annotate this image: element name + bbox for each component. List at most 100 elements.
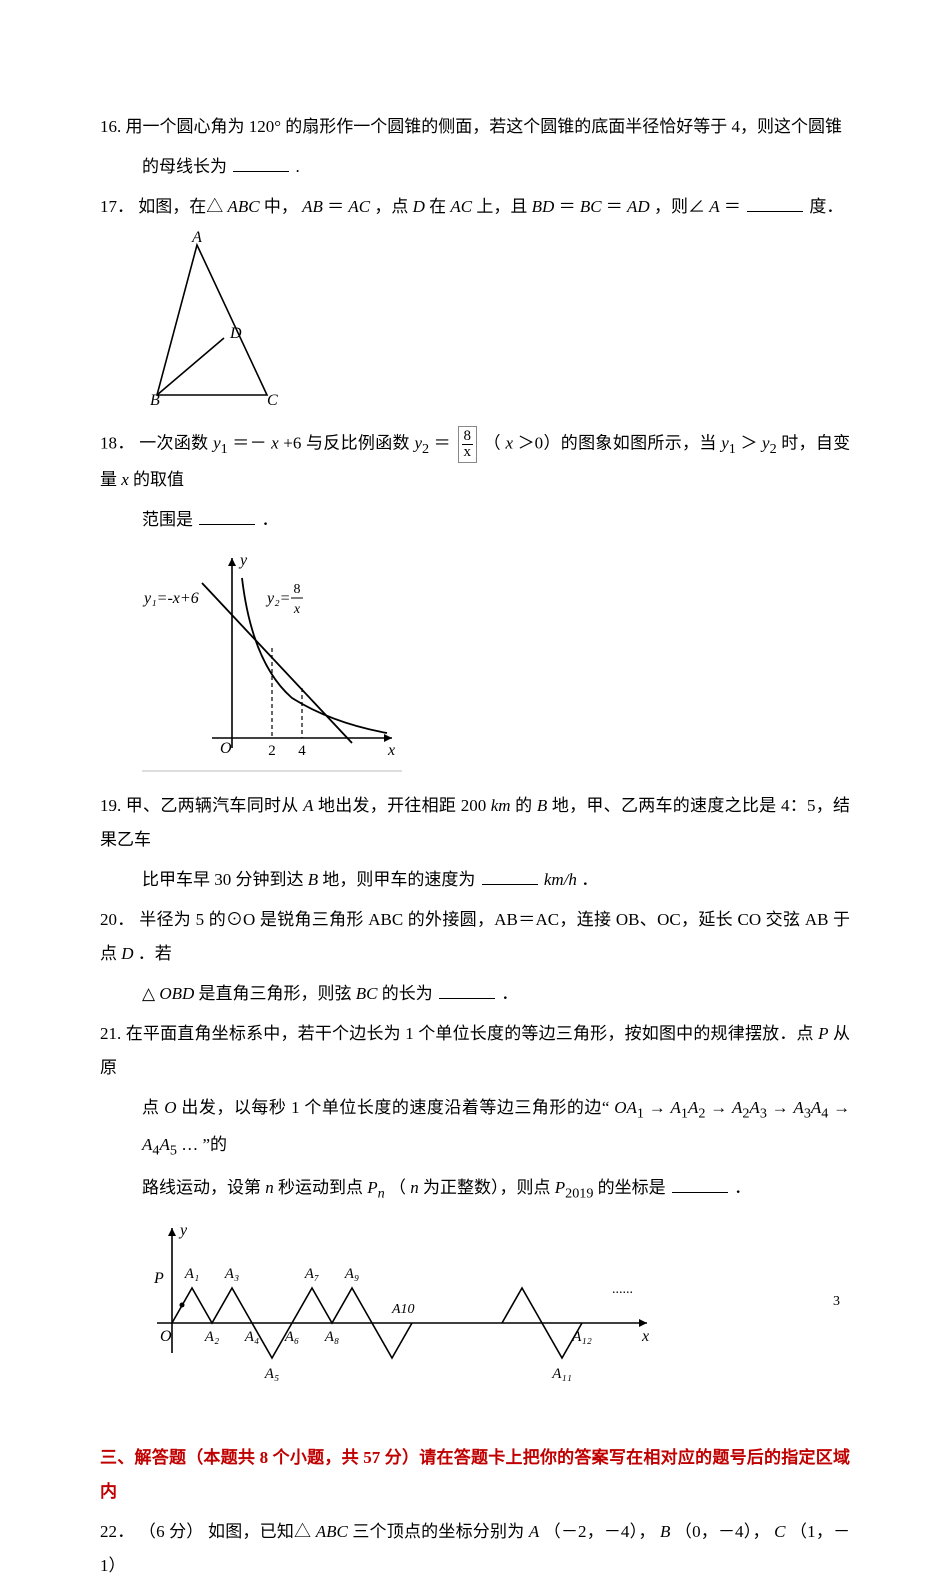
q22-coordA: （－2，－4），: [544, 1522, 656, 1541]
q21-text-j: 的坐标是: [598, 1178, 666, 1197]
question-20-line2: △ OBD 是直角三角形，则弦 BC 的长为 ．: [100, 977, 850, 1011]
xtick-4: 4: [298, 743, 306, 759]
q18-y2b: y: [762, 433, 770, 452]
q17-text-e: 上，且: [476, 197, 531, 216]
q17-text-b: 中，: [264, 197, 298, 216]
q18-text-e: 范围是: [142, 510, 193, 529]
q18-frac-num: 8: [462, 429, 474, 445]
question-21-line2: 点 O 出发，以每秒 1 个单位长度的速度沿着等边三角形的边“ OA1 → A1…: [100, 1091, 850, 1164]
q16-blank: [233, 152, 289, 172]
q19-number: 19.: [100, 796, 121, 815]
q21-dots: …: [181, 1135, 198, 1154]
q21-text-d: 出发，以每秒 1 个单位长度的速度沿着等边三角形的边“: [181, 1098, 609, 1117]
q21-n2: n: [410, 1178, 419, 1197]
question-16: 16. 用一个圆心角为 120° 的扇形作一个圆锥的侧面，若这个圆锥的底面半径恰…: [100, 110, 850, 144]
q18-gt0: ＞0）的图象如图所示，当: [518, 433, 722, 452]
q18-x: x: [271, 433, 279, 452]
q18-x3: x: [121, 470, 129, 489]
question-17: 17． 如图，在△ ABC 中， AB ＝ AC ，点 D 在 AC 上，且 B…: [100, 190, 850, 224]
curve-label-a: y₂=: [265, 590, 290, 607]
P-label: P: [153, 1270, 164, 1287]
q16-number: 16.: [100, 117, 121, 136]
q17-AD: AD: [627, 197, 650, 216]
label-A1: A₁: [184, 1266, 199, 1282]
q18-text-a: 一次函数: [139, 433, 213, 452]
q21-sub2019: 2019: [565, 1185, 593, 1201]
q19-text-f: 地，则甲车的速度为: [322, 870, 475, 889]
q21-blank: [672, 1173, 728, 1193]
q20-text-b: ．若: [138, 944, 172, 963]
q21-arr3: →: [772, 1098, 789, 1117]
q18-period: ．: [262, 510, 279, 529]
q21-Pn: P: [367, 1178, 377, 1197]
q18-blank: [199, 505, 255, 525]
q22-ABC: ABC: [316, 1522, 348, 1541]
label-A6: A₆: [284, 1329, 299, 1345]
q21-period: ．: [734, 1178, 751, 1197]
q17-text-c: ，点: [374, 197, 412, 216]
q22-coordB: （0，－4），: [675, 1522, 770, 1541]
q17-eq1: ＝: [327, 197, 344, 216]
q21-arr4: →: [833, 1098, 850, 1117]
q18-text-d: 的取值: [133, 470, 184, 489]
q22-A: A: [529, 1522, 539, 1541]
q20-D: D: [121, 944, 133, 963]
q21-text-i: 为正整数），则点: [423, 1178, 555, 1197]
label-A8: A₈: [324, 1329, 339, 1345]
triangle-diagram-icon: A B C D: [142, 230, 282, 410]
ellipsis: ......: [612, 1282, 633, 1297]
x-axis-label-21: x: [641, 1328, 649, 1345]
q18-sub2b: 2: [770, 441, 777, 457]
label-A3: A₃: [224, 1266, 239, 1282]
question-19: 19. 甲、乙两辆汽车同时从 A 地出发，开往相距 200 km 的 B 地，甲…: [100, 789, 850, 857]
q21-text-c: 点: [142, 1098, 164, 1117]
label-D: D: [229, 325, 242, 342]
q20-text-d: 是直角三角形，则弦: [199, 984, 356, 1003]
q18-figure: y₁=-x+6 y₂= 8 x O 2 4 x y: [142, 543, 850, 785]
q17-AB: AB: [302, 197, 323, 216]
q22-B: B: [660, 1522, 670, 1541]
question-18-line2: 范围是 ．: [100, 503, 850, 537]
q21-text-g: 秒运动到点: [278, 1178, 367, 1197]
section-3-title: 三、解答题（本题共 8 个小题，共 57 分）请在答题卡上把你的答案写在相对应的…: [100, 1441, 850, 1509]
q19-text-c: 的: [515, 796, 537, 815]
q22-C: C: [774, 1522, 785, 1541]
q21-arr2: →: [710, 1098, 727, 1117]
q17-number: 17．: [100, 197, 134, 216]
q20-BC: BC: [356, 984, 378, 1003]
q18-sub2: 2: [422, 441, 429, 457]
label-A7: A₇: [304, 1266, 319, 1282]
q17-blank: [747, 192, 803, 212]
q19-unit: km/h: [544, 870, 577, 889]
x-axis-label: x: [387, 742, 395, 759]
curve-frac-den: x: [293, 602, 301, 617]
q17-eq3: ＝: [606, 197, 623, 216]
q22-text-b: 三个顶点的坐标分别为: [352, 1522, 529, 1541]
q17-text-a: 如图，在△: [138, 197, 223, 216]
q21-s1: 1: [637, 1106, 644, 1122]
q19-A: A: [303, 796, 313, 815]
question-19-line2: 比甲车早 30 分钟到达 B 地，则甲车的速度为 km/h ．: [100, 863, 850, 897]
label-A4: A₄: [244, 1329, 259, 1345]
q20-number: 20．: [100, 910, 135, 929]
q18-y1: y: [213, 433, 221, 452]
q19-text-e: 比甲车早 30 分钟到达: [142, 870, 308, 889]
q21-O: O: [164, 1098, 176, 1117]
q18-eq1: ＝－: [232, 433, 266, 452]
label-A5: A₅: [264, 1366, 279, 1382]
label-A2: A₂: [204, 1329, 219, 1345]
q18-text-b: （: [484, 433, 501, 452]
q18-x2: x: [506, 433, 514, 452]
q17-AC: AC: [348, 197, 370, 216]
label-A10: A10: [391, 1302, 415, 1317]
question-21-line3: 路线运动，设第 n 秒运动到点 Pn （ n 为正整数），则点 P2019 的坐…: [100, 1171, 850, 1208]
q20-text-e: 的长为: [382, 984, 433, 1003]
q17-A: A: [709, 197, 719, 216]
q18-fraction: 8 x: [458, 426, 478, 463]
q21-arr1: →: [649, 1098, 666, 1117]
q18-plus6: +6 与反比例函数: [283, 433, 414, 452]
q16-text-b: 的母线长为: [142, 157, 227, 176]
label-A: A: [191, 230, 202, 246]
q16-text-a: 用一个圆心角为 120° 的扇形作一个圆锥的侧面，若这个圆锥的底面半径恰好等于 …: [126, 117, 843, 136]
q20-text-c: △: [142, 984, 155, 1003]
